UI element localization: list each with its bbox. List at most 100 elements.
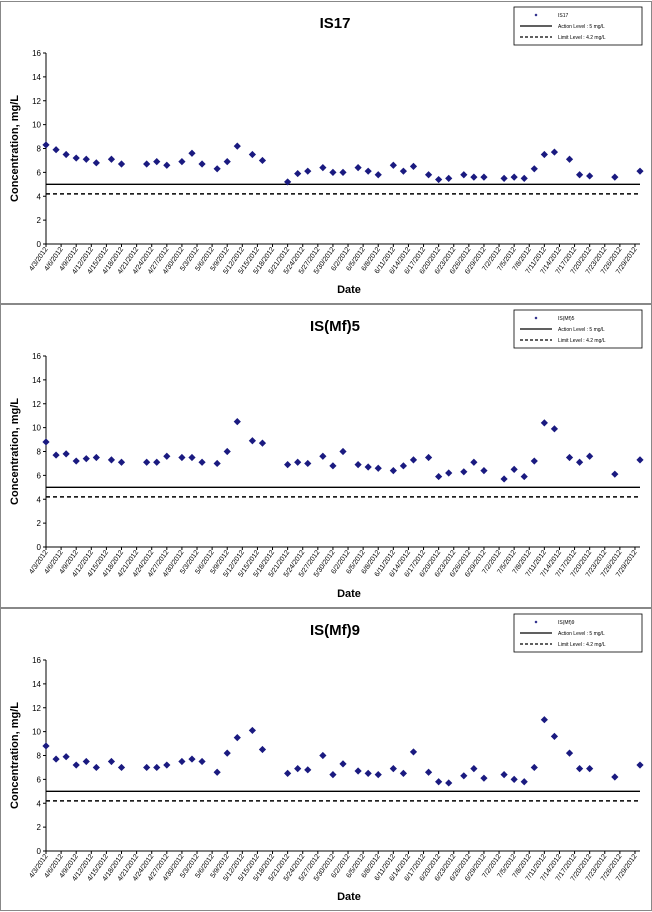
chart-panel-1: IS17 Concentration, mg/L 0 2 4 6 8 10 12 14 16 4/3/… xyxy=(0,1,652,304)
y-tick-label: 12 xyxy=(32,400,41,409)
data-point xyxy=(304,459,312,468)
data-point xyxy=(163,161,171,169)
y-tick-label: 6 xyxy=(37,775,42,784)
data-point xyxy=(143,160,151,168)
data-point xyxy=(409,456,418,464)
data-point xyxy=(540,716,548,724)
chart-panel-3: IS(Mf)9 Concentration, mg/L 0 2 4 6 8 10 12 14 16 4… xyxy=(0,608,652,911)
data-point xyxy=(294,765,302,773)
y-tick-label: 8 xyxy=(37,752,42,761)
data-point xyxy=(510,465,518,474)
legend-reference-label: Limit Level : 4.2 mg/L xyxy=(558,642,606,648)
data-point xyxy=(586,172,594,180)
y-tick-label: 12 xyxy=(32,704,41,713)
data-point xyxy=(52,451,60,459)
data-point xyxy=(233,733,241,742)
data-point xyxy=(213,459,221,468)
y-axis-label: Concentration, mg/L xyxy=(9,95,21,202)
data-point xyxy=(294,458,302,466)
y-axis-label: Concentration, mg/L xyxy=(9,398,21,505)
data-point xyxy=(319,164,327,172)
data-point xyxy=(339,168,347,176)
data-point xyxy=(258,156,267,165)
chart-title: IS(Mf)5 xyxy=(310,318,360,335)
y-tick-label: 10 xyxy=(32,121,41,130)
y-tick-label: 10 xyxy=(32,728,41,737)
data-point xyxy=(319,452,327,460)
data-point xyxy=(92,159,100,167)
data-point xyxy=(329,168,337,176)
legend-marker xyxy=(534,13,538,17)
data-point xyxy=(611,173,619,181)
legend-reference-label: Limit Level : 4.2 mg/L xyxy=(558,35,606,41)
data-point xyxy=(153,158,161,166)
data-point xyxy=(178,158,186,166)
data-point xyxy=(107,456,116,464)
data-point xyxy=(550,148,559,156)
data-point xyxy=(460,468,468,476)
data-point xyxy=(233,142,241,150)
data-point xyxy=(294,169,302,178)
chart-title: IS17 xyxy=(320,15,351,32)
y-tick-label: 16 xyxy=(32,352,41,361)
x-axis-label: Date xyxy=(337,284,361,296)
x-axis-label: Date xyxy=(337,891,361,903)
data-point xyxy=(188,755,196,763)
data-point xyxy=(339,447,347,456)
data-point xyxy=(258,745,267,754)
data-point xyxy=(389,161,397,169)
data-point xyxy=(198,757,206,766)
data-point xyxy=(435,472,443,481)
data-point xyxy=(510,775,518,783)
data-point xyxy=(82,155,90,163)
data-point xyxy=(223,447,231,456)
data-point xyxy=(354,164,362,172)
data-point xyxy=(530,165,538,173)
data-point xyxy=(364,167,372,175)
data-point xyxy=(460,171,468,179)
data-point xyxy=(42,141,50,149)
legend-reference-label: Action Level : 5 mg/L xyxy=(558,24,605,30)
data-point xyxy=(72,457,80,465)
legend-series-label: IS(Mf)9 xyxy=(558,620,575,626)
data-point xyxy=(565,453,574,462)
data-point xyxy=(636,456,644,464)
y-tick-label: 0 xyxy=(37,543,42,552)
y-tick-label: 0 xyxy=(37,847,42,856)
data-point xyxy=(424,768,433,776)
data-point xyxy=(319,751,327,760)
y-tick-label: 6 xyxy=(37,471,42,480)
legend-reference-label: Limit Level : 4.2 mg/L xyxy=(558,338,606,344)
y-tick-label: 2 xyxy=(37,519,42,528)
data-point xyxy=(223,749,231,757)
y-tick-label: 16 xyxy=(32,49,41,58)
data-point xyxy=(424,453,433,462)
data-point xyxy=(62,450,70,458)
y-tick-label: 8 xyxy=(37,448,42,457)
legend-reference-label: Action Level : 5 mg/L xyxy=(558,631,605,637)
data-point xyxy=(107,155,116,163)
data-point xyxy=(445,174,453,182)
legend-marker xyxy=(534,620,538,624)
legend-series-label: IS(Mf)5 xyxy=(558,316,575,322)
data-point xyxy=(636,761,644,769)
data-point xyxy=(510,173,518,181)
data-point xyxy=(62,150,70,159)
data-point xyxy=(223,158,231,166)
chart-title: IS(Mf)9 xyxy=(310,622,360,639)
data-point xyxy=(530,763,538,772)
legend-series-label: IS17 xyxy=(558,13,569,19)
y-tick-label: 12 xyxy=(32,97,41,106)
data-point xyxy=(374,171,382,179)
data-point xyxy=(364,463,372,471)
y-tick-label: 4 xyxy=(37,192,42,201)
data-point xyxy=(153,763,161,772)
data-point xyxy=(233,418,241,426)
data-point xyxy=(520,174,528,182)
data-point xyxy=(92,763,100,772)
data-point xyxy=(611,773,619,781)
data-point xyxy=(480,173,488,181)
y-tick-label: 16 xyxy=(32,656,41,665)
data-point xyxy=(329,462,337,470)
